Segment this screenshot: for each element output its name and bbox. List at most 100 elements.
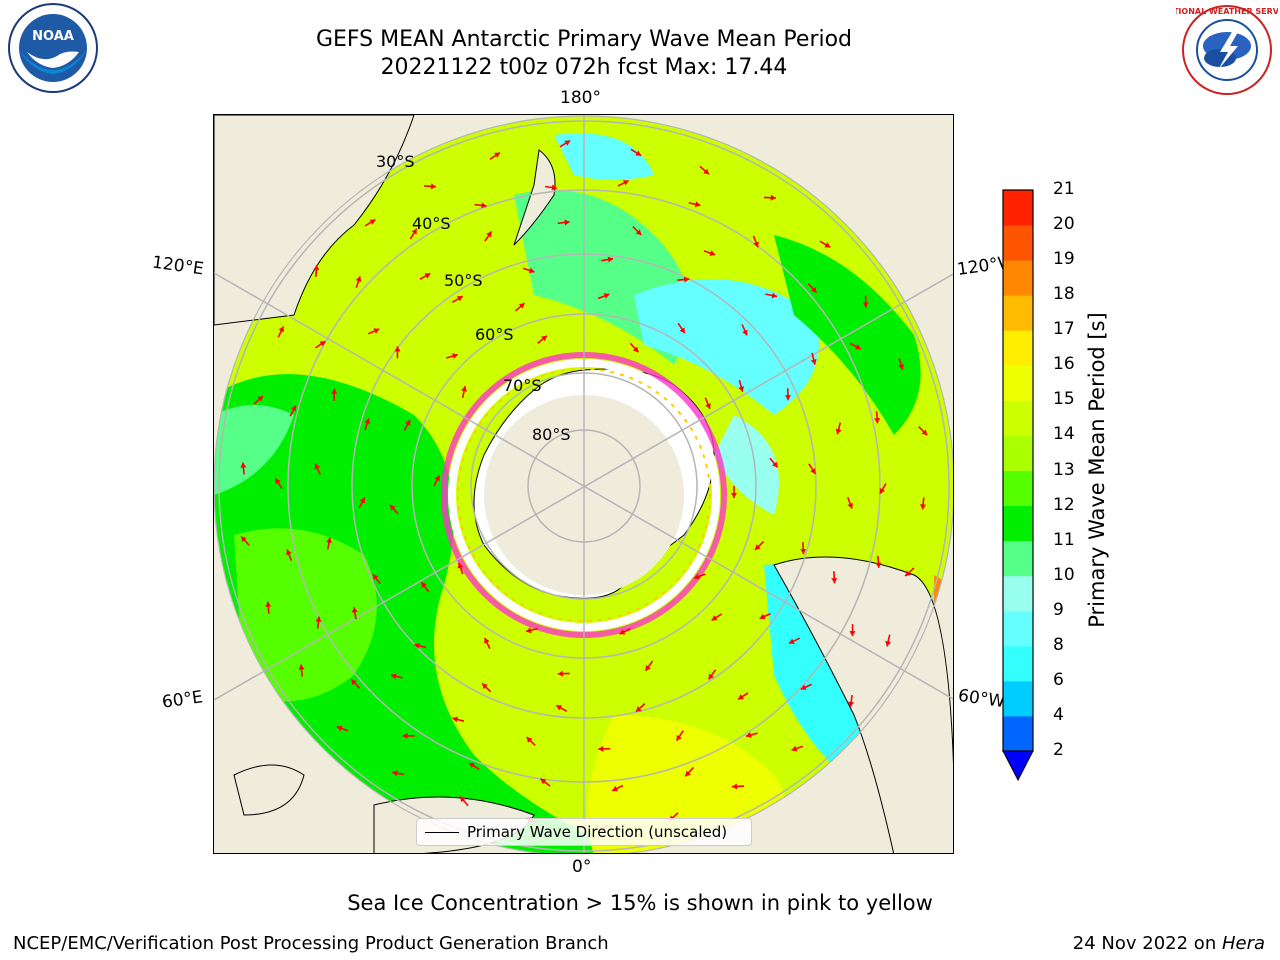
colorbar-tick-label: 6	[1053, 669, 1064, 690]
wave-arrow-head	[920, 504, 927, 510]
wave-arrow-head	[526, 737, 533, 743]
colorbar-block	[1003, 715, 1033, 752]
wave-arrow-head	[421, 582, 427, 588]
wave-arrow-head	[921, 429, 928, 436]
wave-arrow-head	[619, 629, 626, 635]
colorbar-block	[1003, 295, 1033, 331]
colorbar-tick-label: 16	[1053, 354, 1075, 375]
wave-arrow-head	[683, 276, 690, 283]
wave-arrow-head	[885, 640, 892, 647]
lat-label-80s: 80°S	[532, 425, 571, 444]
wave-arrow-head	[482, 683, 488, 690]
lon-label-180: 180°	[560, 88, 601, 108]
wave-arrow-head	[528, 267, 535, 274]
wave-arrow-head	[486, 231, 492, 238]
wave-arrow-head	[402, 732, 408, 739]
wave-arrow-head	[784, 395, 791, 401]
wave-arrow-head	[461, 386, 468, 392]
colorbar-block	[1003, 680, 1033, 717]
colorbar-tick-label: 12	[1053, 494, 1075, 515]
wave-arrow-head	[607, 256, 614, 263]
wave-arrow-head	[759, 613, 766, 620]
wave-arrow-head	[452, 353, 458, 359]
wave-arrow-head	[848, 701, 855, 707]
wave-arrow-head	[364, 418, 371, 425]
colorbar-under-triangle	[1002, 750, 1034, 782]
wave-arrow-head	[494, 152, 500, 158]
wave-arrow-head	[635, 229, 642, 236]
colorbar-tick-label: 14	[1053, 424, 1075, 445]
wave-arrow-head	[411, 228, 417, 235]
wave-arrow-head	[898, 364, 905, 370]
wave-arrow-head	[612, 785, 618, 792]
colorbar-tick-label: 2	[1053, 740, 1064, 760]
wave-arrow-head	[731, 493, 737, 498]
wave-arrow-head	[708, 673, 714, 680]
legend-label: Primary Wave Direction (unscaled)	[467, 823, 728, 841]
wave-arrow-head	[862, 302, 869, 308]
wave-arrow-head	[788, 638, 795, 644]
wave-arrow-head	[705, 403, 711, 409]
polar-map	[214, 115, 953, 853]
wave-arrow-head	[770, 194, 776, 201]
wave-arrow-head	[286, 549, 292, 556]
colorbar-block	[1003, 610, 1033, 647]
colorbar-tick-label: 10	[1053, 564, 1075, 585]
wave-arrow-head	[275, 478, 281, 485]
nws-logo: NATIONAL WEATHER SERVICE	[1176, 5, 1278, 95]
wave-arrow-head	[564, 140, 571, 146]
wave-arrow-head	[392, 770, 398, 777]
noaa-logo: NOAA	[8, 3, 98, 93]
lat-label-40s: 40°S	[412, 214, 451, 233]
wave-arrow-head	[703, 168, 710, 175]
vector-legend: Primary Wave Direction (unscaled)	[416, 818, 752, 846]
wave-arrow-head	[540, 778, 547, 785]
wave-arrow-head	[405, 419, 411, 426]
footer-date-text: 24 Nov 2022 on	[1072, 933, 1222, 954]
wave-arrow-head	[298, 664, 305, 670]
wave-arrow-head	[679, 327, 685, 334]
wave-arrow-head	[875, 562, 882, 568]
wave-arrow-head	[685, 770, 691, 777]
footer-host: Hera	[1221, 933, 1265, 954]
wave-arrow-head	[336, 725, 343, 732]
wave-arrow-head	[414, 642, 420, 649]
wave-arrow-head	[800, 684, 807, 690]
footer-date: 24 Nov 2022 on Hera	[1073, 933, 1265, 954]
wave-arrow-head	[257, 396, 263, 402]
lat-label-50s: 50°S	[444, 271, 483, 290]
wave-arrow-head	[635, 706, 642, 712]
wave-arrow-head	[874, 418, 881, 424]
wave-arrow-head	[430, 183, 437, 190]
lon-label-60w: 60°W	[956, 685, 1007, 713]
wave-arrow-head	[290, 405, 297, 412]
nws-logo-text: NATIONAL WEATHER SERVICE	[1176, 7, 1278, 16]
wave-arrow-head	[313, 264, 320, 271]
wave-arrow-head	[772, 461, 778, 468]
wave-arrow-head	[800, 548, 807, 555]
wave-arrow-head	[456, 296, 463, 302]
lon-label-60e: 60°E	[160, 687, 205, 713]
colorbar-block	[1003, 225, 1033, 261]
sea-ice-caption: Sea Ice Concentration > 15% is shown in …	[347, 891, 933, 915]
wave-arrow-head	[314, 463, 321, 470]
colorbar-block	[1003, 540, 1033, 577]
wave-arrow-head	[711, 615, 718, 621]
wave-direction-vectors	[240, 139, 928, 834]
wave-arrow-head	[738, 386, 745, 392]
wave-arrow-head	[709, 250, 716, 256]
wave-arrow-head	[351, 679, 357, 686]
wave-arrow-head	[694, 201, 701, 208]
wave-arrow-head	[855, 344, 861, 350]
wave-arrow-head	[457, 562, 464, 569]
wave-arrow-head	[835, 428, 842, 435]
wave-arrow-head	[390, 673, 397, 680]
wave-arrow-head	[319, 341, 326, 347]
wave-arrow-head	[731, 783, 738, 790]
wave-arrow-head	[622, 180, 629, 186]
colorbar-label: Primary Wave Mean Period [s]	[1085, 312, 1109, 628]
wave-arrow-head	[372, 574, 379, 581]
lat-label-30s: 30°S	[376, 152, 415, 171]
wave-arrow-head	[394, 346, 401, 352]
wave-arrow-head	[811, 286, 817, 293]
